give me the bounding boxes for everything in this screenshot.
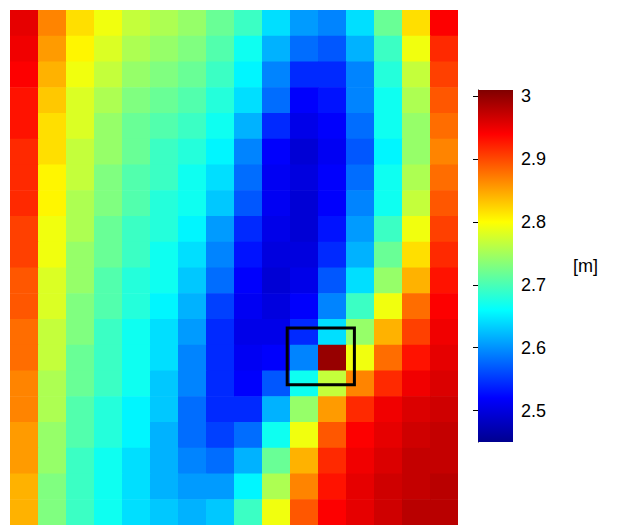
- svg-text:[m]: [m]: [573, 256, 598, 276]
- svg-text:3: 3: [521, 86, 531, 106]
- svg-text:2.5: 2.5: [521, 401, 546, 421]
- svg-text:2.8: 2.8: [521, 212, 546, 232]
- svg-text:2.9: 2.9: [521, 149, 546, 169]
- svg-text:2.6: 2.6: [521, 338, 546, 358]
- svg-text:2.7: 2.7: [521, 275, 546, 295]
